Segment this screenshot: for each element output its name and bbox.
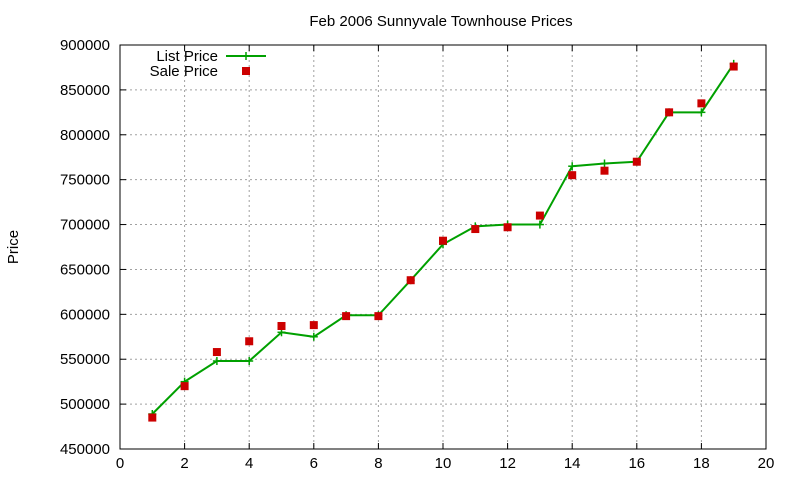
sale-price-point	[309, 321, 318, 330]
labels-layer: Feb 2006 Sunnyvale Townhouse Prices Pric…	[5, 13, 573, 264]
y-tick-label: 900000	[60, 37, 110, 54]
x-tick-label: 4	[245, 455, 253, 472]
sale-price-point	[503, 223, 512, 232]
list-price-point	[568, 162, 577, 171]
y-tick-label: 600000	[60, 306, 110, 323]
legend-plus-marker	[242, 52, 250, 60]
sale-price-point	[697, 99, 706, 108]
x-tick-label: 0	[116, 455, 124, 472]
legend-square-marker	[242, 67, 250, 75]
sale-price-point	[729, 62, 738, 71]
y-tick-label: 500000	[60, 396, 110, 413]
series-1	[148, 62, 738, 422]
x-tick-label: 8	[374, 455, 382, 472]
legend-label: List Price	[156, 48, 218, 65]
sale-price-point	[245, 337, 254, 346]
sale-price-point	[535, 211, 544, 220]
x-tick-label: 6	[310, 455, 318, 472]
x-tick-label: 10	[435, 455, 452, 472]
y-tick-label: 650000	[60, 261, 110, 278]
x-tick-label: 18	[693, 455, 710, 472]
sale-price-point	[148, 413, 157, 422]
axes: 0 2 4 6 8 10 12 14 16 18 20 450000 500000 550000 60000…	[60, 37, 774, 472]
sale-price-point	[568, 171, 577, 180]
chart-title: Feb 2006 Sunnyvale Townhouse Prices	[309, 13, 572, 30]
list-price-point	[697, 108, 706, 117]
y-tick-label: 750000	[60, 172, 110, 189]
x-tick-label: 14	[564, 455, 581, 472]
x-tick-label: 20	[758, 455, 775, 472]
sale-price-point	[342, 312, 351, 321]
list-price-point	[212, 357, 221, 366]
sale-price-point	[471, 225, 480, 234]
sale-price-point	[632, 157, 641, 166]
list-price-point	[600, 159, 609, 168]
y-tick-label: 800000	[60, 127, 110, 144]
x-tick-label: 16	[628, 455, 645, 472]
sale-price-point	[180, 382, 189, 391]
sale-price-point	[406, 276, 415, 285]
sale-price-point	[665, 108, 674, 117]
list-price-point	[535, 220, 544, 229]
legend-label: Sale Price	[150, 63, 218, 80]
list-price-point	[309, 332, 318, 341]
y-axis-label: Price	[5, 230, 22, 264]
y-tick-label: 550000	[60, 351, 110, 368]
list-price-point	[245, 357, 254, 366]
y-tick-label: 700000	[60, 217, 110, 234]
sale-price-point	[277, 322, 286, 331]
sale-price-point	[374, 312, 383, 321]
series-layer	[148, 59, 738, 422]
grid-lines	[120, 45, 766, 449]
y-tick-label: 850000	[60, 82, 110, 99]
sale-price-point	[212, 348, 221, 357]
x-tick-label: 12	[499, 455, 516, 472]
sale-price-point	[600, 166, 609, 175]
x-tick-label: 2	[180, 455, 188, 472]
y-tick-label: 450000	[60, 441, 110, 458]
sale-price-point	[439, 236, 447, 245]
